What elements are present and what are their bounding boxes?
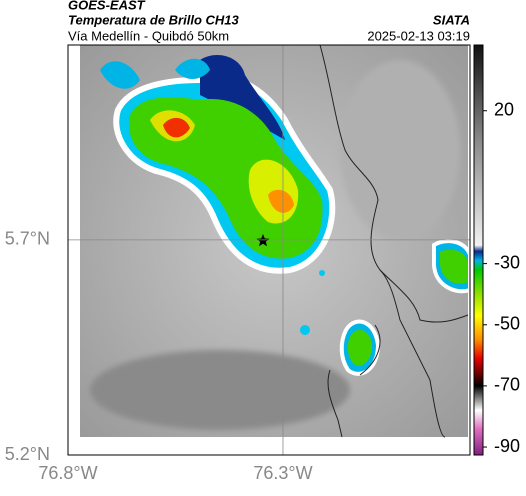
colorbar-tick-label: -70 [494, 375, 520, 395]
timestamp: 2025-02-13 03:19 [367, 28, 470, 43]
x-tick-label: 76.3°W [253, 463, 312, 483]
colorbar-tick-label: -50 [494, 314, 520, 334]
colorbar [473, 44, 484, 456]
y-tick-label: 5.2°N [5, 444, 50, 464]
colorbar-tick-label: -90 [494, 436, 520, 456]
source: SIATA [433, 12, 470, 27]
location: Vía Medellín - Quibdó 50km [68, 28, 229, 43]
colorbar-tick-label: -30 [494, 252, 520, 272]
title: GOES-EAST [68, 0, 146, 12]
satellite-image [80, 44, 472, 438]
subtitle: Temperatura de Brillo CH13 [68, 12, 240, 27]
y-tick-label: 5.7°N [5, 229, 50, 249]
x-tick-label: 76.8°W [38, 463, 97, 483]
colorbar-tick-label: 20 [494, 99, 514, 119]
map-frame [67, 44, 471, 456]
